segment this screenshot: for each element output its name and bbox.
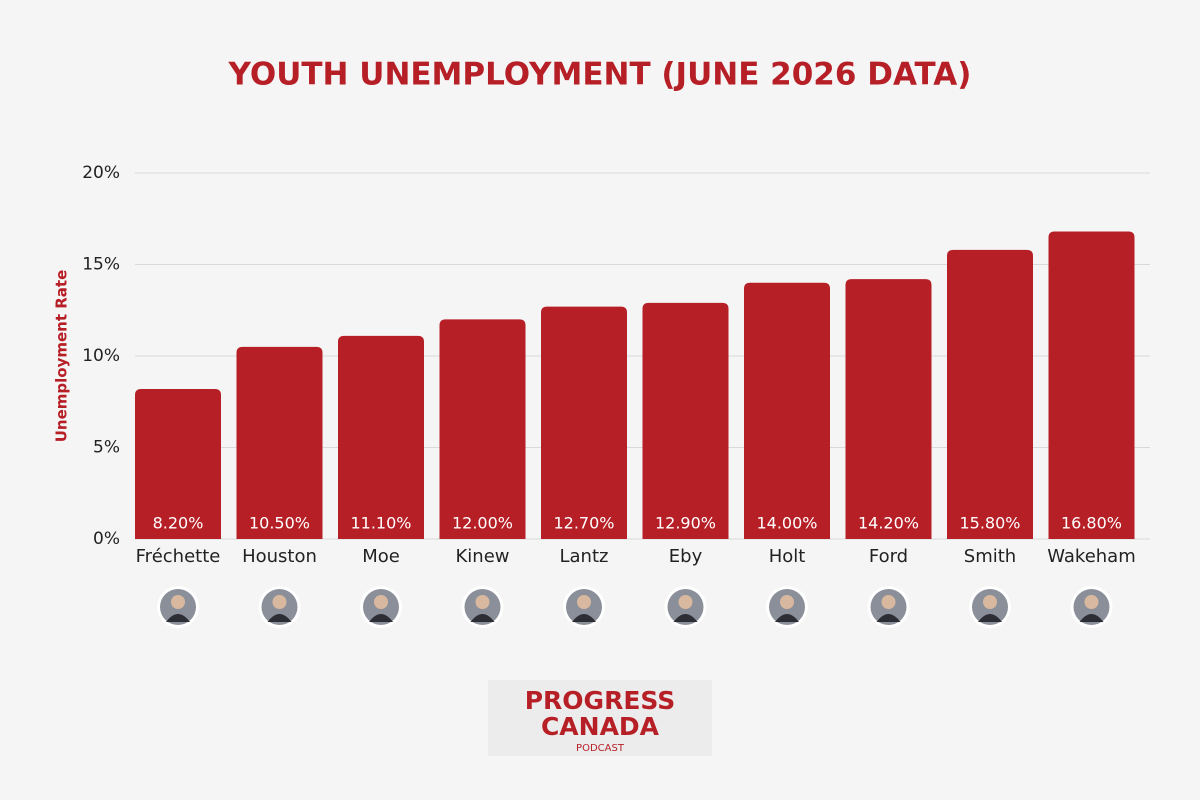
x-tick-label: Moe [362, 546, 400, 567]
x-tick-label: Wakeham [1047, 546, 1136, 567]
bar [541, 306, 627, 539]
avatar-head [881, 595, 896, 609]
value-label: 12.90% [655, 514, 716, 533]
y-tick-label: 15% [82, 255, 120, 275]
bar [135, 388, 221, 539]
logo-line: CANADA [541, 712, 660, 741]
avatar-body [369, 614, 393, 622]
logo: PROGRESS CANADA PODCAST [488, 680, 712, 756]
bar [338, 335, 424, 539]
value-label: 8.20% [153, 514, 204, 533]
value-label: 10.50% [249, 514, 310, 533]
logo-box [488, 680, 712, 756]
x-tick-label: Fréchette [136, 546, 221, 567]
bar [439, 319, 526, 539]
value-label: 16.80% [1061, 514, 1122, 533]
x-tick-label: Eby [669, 546, 703, 567]
y-tick-label: 5% [93, 438, 120, 458]
avatar-head [983, 595, 997, 609]
avatar-head [780, 595, 794, 609]
avatar-head [1084, 595, 1099, 609]
avatar-body [775, 614, 799, 622]
logo-subline: PODCAST [576, 743, 625, 754]
x-tick-label: Holt [769, 546, 806, 567]
avatar-head [272, 595, 287, 609]
avatar-head [678, 595, 693, 609]
bar [1048, 231, 1135, 539]
x-tick-label: Smith [964, 546, 1016, 567]
bar [947, 249, 1033, 540]
avatar-body [572, 614, 596, 622]
avatar-head [577, 595, 591, 609]
avatar-head [475, 595, 490, 609]
bar [236, 346, 323, 539]
x-tick-label: Lantz [560, 546, 609, 567]
avatar-body [978, 614, 1002, 622]
chart-title: YOUTH UNEMPLOYMENT (JUNE 2026 DATA) [228, 57, 972, 93]
value-label: 14.20% [858, 514, 919, 533]
logo-line: PROGRESS [525, 686, 676, 715]
bar [642, 302, 729, 539]
value-label: 14.00% [756, 514, 817, 533]
avatar-head [374, 595, 388, 609]
x-tick-label: Kinew [455, 546, 509, 567]
value-label: 11.10% [350, 514, 411, 533]
avatar-body [267, 614, 292, 622]
y-tick-label: 10% [82, 346, 120, 366]
y-axis-label: Unemployment Rate [53, 270, 71, 443]
y-tick-label: 0% [93, 529, 120, 549]
avatar-body [166, 614, 190, 622]
bar [744, 282, 830, 539]
avatar-head [171, 595, 185, 609]
value-label: 15.80% [959, 514, 1020, 533]
y-tick-label: 20% [82, 163, 120, 183]
avatar-body [470, 614, 495, 622]
x-tick-label: Ford [869, 546, 908, 567]
avatar-body [876, 614, 901, 622]
avatar-body [673, 614, 698, 622]
avatar-body [1079, 614, 1104, 622]
value-label: 12.00% [452, 514, 513, 533]
bar [845, 279, 932, 539]
value-label: 12.70% [553, 514, 614, 533]
x-tick-label: Houston [242, 546, 317, 567]
